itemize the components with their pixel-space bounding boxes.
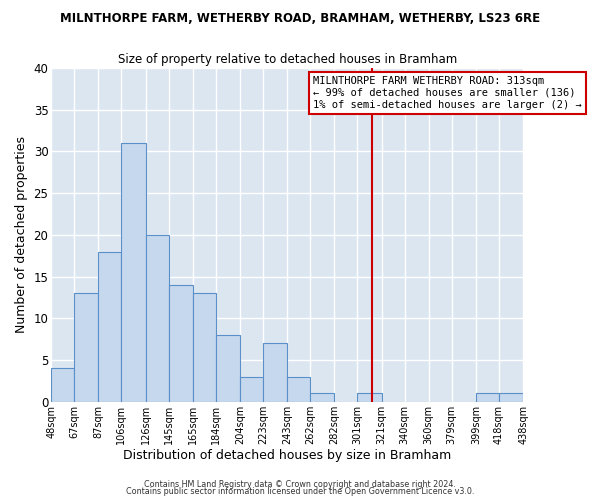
Bar <box>169 285 193 402</box>
Bar <box>146 235 169 402</box>
Y-axis label: Number of detached properties: Number of detached properties <box>15 136 28 334</box>
Bar <box>240 377 263 402</box>
Bar <box>287 377 310 402</box>
Text: MILNTHORPE FARM WETHERBY ROAD: 313sqm
← 99% of detached houses are smaller (136): MILNTHORPE FARM WETHERBY ROAD: 313sqm ← … <box>313 76 582 110</box>
Text: MILNTHORPE FARM, WETHERBY ROAD, BRAMHAM, WETHERBY, LS23 6RE: MILNTHORPE FARM, WETHERBY ROAD, BRAMHAM,… <box>60 12 540 26</box>
Bar <box>358 394 382 402</box>
Bar <box>121 143 146 402</box>
Bar <box>310 394 334 402</box>
Bar <box>98 252 121 402</box>
Bar <box>74 294 98 402</box>
Bar <box>499 394 523 402</box>
Bar <box>216 335 240 402</box>
Text: Contains HM Land Registry data © Crown copyright and database right 2024.: Contains HM Land Registry data © Crown c… <box>144 480 456 489</box>
Bar <box>476 394 499 402</box>
Title: Size of property relative to detached houses in Bramham: Size of property relative to detached ho… <box>118 52 457 66</box>
Text: Contains public sector information licensed under the Open Government Licence v3: Contains public sector information licen… <box>126 487 474 496</box>
Bar <box>51 368 74 402</box>
Bar <box>263 344 287 402</box>
X-axis label: Distribution of detached houses by size in Bramham: Distribution of detached houses by size … <box>123 450 451 462</box>
Bar <box>193 294 216 402</box>
